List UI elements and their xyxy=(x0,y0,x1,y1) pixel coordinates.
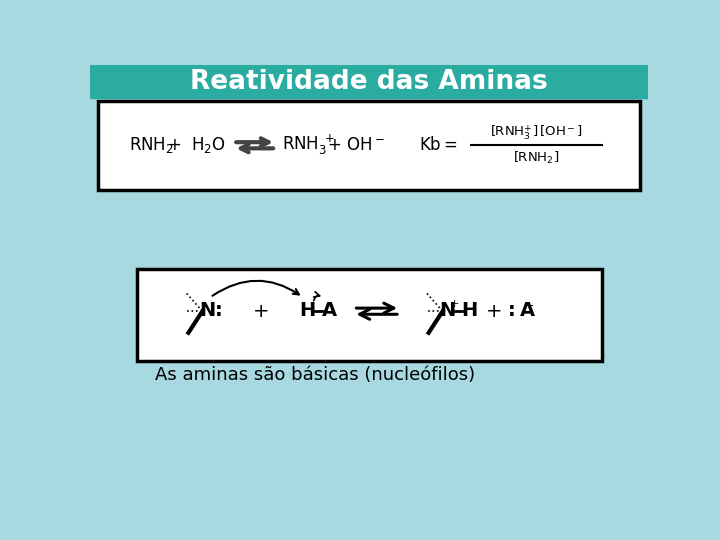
Text: $+$: $+$ xyxy=(166,136,181,154)
Text: As aminas são básicas (nucleófilos): As aminas são básicas (nucleófilos) xyxy=(155,366,474,384)
Text: $+$: $+$ xyxy=(449,298,459,309)
Text: $\mathbf{:A}$: $\mathbf{:A}$ xyxy=(504,302,536,320)
Text: $\mathrm{RNH_3^{\ +}}$: $\mathrm{RNH_3^{\ +}}$ xyxy=(282,133,336,158)
Text: $\bf{:}$: $\bf{:}$ xyxy=(211,302,222,320)
Text: $\mathrm{RNH_2}$: $\mathrm{RNH_2}$ xyxy=(129,135,174,156)
Text: $\mathbf{N}$: $\mathbf{N}$ xyxy=(199,302,215,320)
Text: $\mathrm{H_2O}$: $\mathrm{H_2O}$ xyxy=(191,135,225,156)
Bar xyxy=(98,101,640,190)
Text: $\mathbf{A}$: $\mathbf{A}$ xyxy=(321,302,338,320)
Text: $\mathrm{[RNH_2]}$: $\mathrm{[RNH_2]}$ xyxy=(513,150,559,166)
Text: Reatividade das Aminas: Reatividade das Aminas xyxy=(190,69,548,94)
Text: $\mathbf{H}$: $\mathbf{H}$ xyxy=(299,302,315,320)
Text: $\mathrm{OH^-}$: $\mathrm{OH^-}$ xyxy=(346,136,384,154)
Bar xyxy=(90,65,648,98)
Text: $+$: $+$ xyxy=(485,302,501,321)
Text: $\mathrm{Kb} =$: $\mathrm{Kb} =$ xyxy=(419,136,458,154)
Text: $+$: $+$ xyxy=(327,136,341,154)
Text: $+$: $+$ xyxy=(252,302,269,321)
Text: $\mathbf{H}$: $\mathbf{H}$ xyxy=(461,302,477,320)
Text: $-$: $-$ xyxy=(524,299,534,308)
Bar xyxy=(137,269,601,361)
Text: $\mathbf{N}$: $\mathbf{N}$ xyxy=(439,302,456,320)
Text: $\mathrm{[RNH_3^{+}]\,[OH^-]}$: $\mathrm{[RNH_3^{+}]\,[OH^-]}$ xyxy=(490,123,583,141)
